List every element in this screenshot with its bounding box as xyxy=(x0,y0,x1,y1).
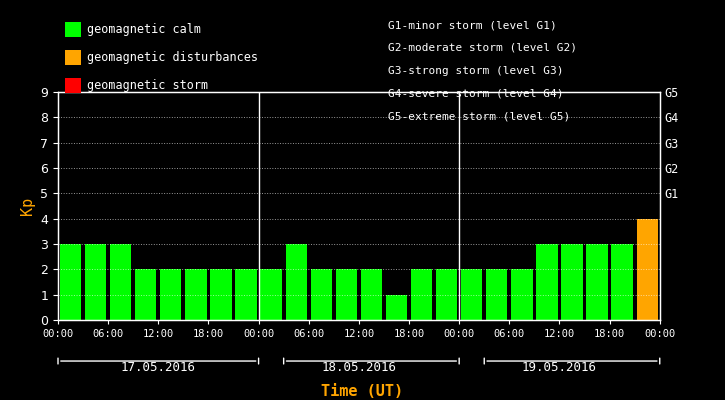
Bar xyxy=(210,269,231,320)
Text: G3-strong storm (level G3): G3-strong storm (level G3) xyxy=(388,66,563,76)
Bar xyxy=(361,269,382,320)
Text: 18.05.2016: 18.05.2016 xyxy=(321,360,397,374)
Bar xyxy=(260,269,282,320)
Bar xyxy=(135,269,157,320)
Text: geomagnetic disturbances: geomagnetic disturbances xyxy=(87,51,258,64)
Bar xyxy=(386,295,407,320)
Text: G5-extreme storm (level G5): G5-extreme storm (level G5) xyxy=(388,111,570,121)
Bar xyxy=(561,244,583,320)
Bar xyxy=(436,269,457,320)
Text: G2-moderate storm (level G2): G2-moderate storm (level G2) xyxy=(388,43,577,53)
Bar xyxy=(461,269,482,320)
Text: 17.05.2016: 17.05.2016 xyxy=(121,360,196,374)
Bar xyxy=(110,244,131,320)
Bar xyxy=(411,269,432,320)
Bar xyxy=(60,244,81,320)
Bar xyxy=(486,269,507,320)
Bar xyxy=(310,269,332,320)
Text: Time (UT): Time (UT) xyxy=(321,384,404,399)
Bar xyxy=(637,219,658,320)
Bar xyxy=(511,269,532,320)
Bar xyxy=(236,269,257,320)
Text: G4-severe storm (level G4): G4-severe storm (level G4) xyxy=(388,88,563,98)
Text: 19.05.2016: 19.05.2016 xyxy=(522,360,597,374)
Text: G1-minor storm (level G1): G1-minor storm (level G1) xyxy=(388,20,557,30)
Bar xyxy=(587,244,608,320)
Bar xyxy=(336,269,357,320)
Bar xyxy=(536,244,558,320)
Y-axis label: Kp: Kp xyxy=(20,197,35,215)
Bar xyxy=(160,269,181,320)
Bar xyxy=(85,244,107,320)
Text: geomagnetic storm: geomagnetic storm xyxy=(87,79,208,92)
Text: geomagnetic calm: geomagnetic calm xyxy=(87,23,201,36)
Bar xyxy=(611,244,633,320)
Bar xyxy=(186,269,207,320)
Bar xyxy=(286,244,307,320)
